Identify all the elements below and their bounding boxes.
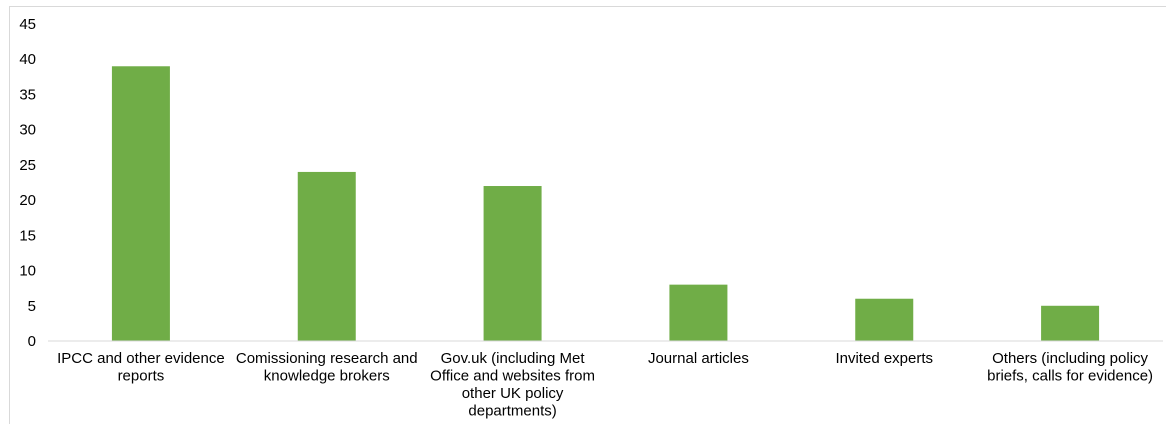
- bar: [855, 298, 914, 341]
- chart-frame: [9, 6, 1166, 424]
- bar: [1041, 305, 1100, 341]
- y-tick-label: 20: [19, 192, 36, 209]
- x-category-label: Gov.uk (including Met Office and websites…: [430, 350, 595, 420]
- y-tick-label: 25: [19, 157, 36, 174]
- x-category-label-line: briefs, calls for evidence): [987, 368, 1153, 385]
- y-tick-label: 15: [19, 227, 36, 244]
- x-category-label-line: departments): [468, 403, 556, 420]
- x-category-label-line: Gov.uk (including Met: [441, 350, 586, 367]
- bars: [111, 66, 1100, 342]
- y-tick-label: 5: [28, 298, 36, 315]
- x-axis-labels: IPCC and other evidence reports Comissioni…: [57, 350, 1153, 420]
- x-category-label-line: Invited experts: [835, 350, 933, 367]
- y-tick-label: 30: [19, 122, 36, 139]
- x-category-label-line: knowledge brokers: [264, 368, 390, 385]
- x-category-label-line: Others (including policy: [992, 350, 1148, 367]
- x-category-label: Journal articles: [648, 350, 749, 367]
- y-tick-label: 45: [19, 16, 36, 33]
- x-category-label-line: Comissioning research and: [236, 350, 418, 367]
- y-tick-label: 0: [28, 333, 36, 350]
- x-category-label-line: Office and websites from: [430, 368, 595, 385]
- x-category-label-line: reports: [118, 368, 165, 385]
- x-category-label: Others (including policy briefs, calls fo…: [987, 350, 1153, 385]
- bar: [669, 284, 728, 341]
- y-axis-ticks: 0 5 10 15 20 25 30 35 40 45: [19, 16, 36, 350]
- x-category-label-line: IPCC and other evidence: [57, 350, 225, 367]
- bar: [297, 171, 356, 341]
- y-tick-label: 10: [19, 263, 36, 280]
- x-category-label: IPCC and other evidence reports: [57, 350, 225, 385]
- x-category-label-line: other UK policy: [462, 385, 564, 402]
- bar: [111, 66, 170, 342]
- x-category-label: Comissioning research and knowledge broke…: [236, 350, 418, 385]
- y-tick-label: 35: [19, 86, 36, 103]
- bar: [483, 186, 542, 341]
- y-tick-label: 40: [19, 51, 36, 68]
- x-category-label-line: Journal articles: [648, 350, 749, 367]
- x-category-label: Invited experts: [835, 350, 933, 367]
